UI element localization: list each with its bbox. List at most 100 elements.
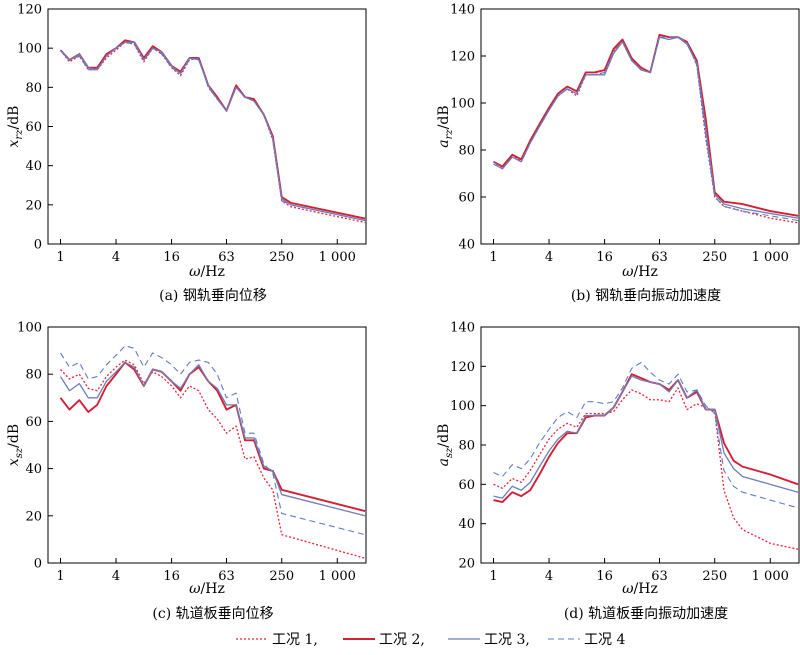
- data-point: [668, 401, 669, 402]
- data-point: [521, 161, 522, 162]
- data-point: [613, 411, 614, 412]
- y-axis-label: xsz/dB: [6, 424, 25, 466]
- series-line-4: [493, 361, 799, 509]
- data-point: [797, 484, 798, 485]
- data-point: [180, 374, 181, 375]
- data-point: [88, 388, 89, 389]
- data-point: [152, 352, 153, 353]
- data-point: [364, 222, 365, 223]
- data-point: [217, 388, 218, 389]
- panel-caption: (b) 钢轨垂向振动加速度: [571, 288, 721, 304]
- data-point: [631, 368, 632, 369]
- x-tick-label: 16: [596, 569, 613, 584]
- y-axis-label-unit: /dB: [436, 105, 452, 129]
- data-point: [539, 466, 540, 467]
- series-4: [60, 41, 366, 222]
- series-3: [59, 361, 366, 517]
- data-point: [60, 397, 61, 398]
- data-point: [733, 517, 734, 518]
- data-point: [208, 409, 209, 410]
- y-tick-label: 80: [458, 439, 475, 454]
- data-point: [797, 215, 798, 216]
- data-point: [723, 470, 724, 471]
- data-point: [723, 442, 724, 443]
- data-point: [770, 543, 771, 544]
- series-4: [493, 36, 799, 222]
- x-tick-label: 63: [218, 569, 235, 584]
- data-point: [677, 374, 678, 375]
- data-point: [696, 403, 697, 404]
- data-point: [60, 369, 61, 370]
- data-point: [235, 392, 236, 393]
- data-point: [622, 391, 623, 392]
- data-point: [69, 367, 70, 368]
- data-point: [106, 364, 107, 365]
- x-tick-label: 1: [56, 250, 64, 265]
- data-point: [594, 74, 595, 75]
- data-point: [530, 458, 531, 459]
- data-point: [585, 72, 586, 73]
- data-point: [502, 166, 503, 167]
- y-tick-label: 100: [450, 399, 475, 414]
- data-point: [668, 391, 669, 392]
- data-point: [742, 529, 743, 530]
- data-point: [512, 478, 513, 479]
- data-point: [723, 206, 724, 207]
- data-point: [143, 61, 144, 62]
- data-point: [198, 364, 199, 365]
- data-point: [124, 42, 125, 43]
- y-tick-label: 20: [458, 557, 475, 572]
- data-point: [171, 364, 172, 365]
- data-point: [124, 345, 125, 346]
- data-point: [512, 156, 513, 157]
- x-tick-label: 1: [56, 569, 64, 584]
- y-tick-label: 40: [25, 159, 42, 174]
- x-tick-label: 4: [112, 250, 120, 265]
- data-point: [263, 463, 264, 464]
- y-tick-label: 120: [450, 50, 475, 65]
- data-point: [521, 468, 522, 469]
- data-point: [742, 492, 743, 493]
- data-point: [659, 383, 660, 384]
- data-point: [217, 98, 218, 99]
- data-point: [143, 367, 144, 368]
- y-tick-label: 80: [458, 144, 475, 159]
- series-line-1: [493, 387, 799, 550]
- data-point: [770, 474, 771, 475]
- data-point: [161, 357, 162, 358]
- data-point: [115, 50, 116, 51]
- data-point: [686, 41, 687, 42]
- x-axis-label-main: ω: [189, 581, 201, 597]
- data-point: [208, 87, 209, 88]
- y-tick-label: 80: [25, 368, 42, 383]
- data-point: [641, 393, 642, 394]
- data-point: [281, 494, 282, 495]
- x-tick-label: 1: [489, 250, 497, 265]
- data-point: [244, 437, 245, 438]
- data-point: [253, 433, 254, 434]
- data-point: [88, 67, 89, 68]
- data-point: [604, 415, 605, 416]
- data-point: [668, 383, 669, 384]
- y-tick-label: 120: [450, 360, 475, 375]
- series-1: [59, 41, 366, 224]
- y-axis-label-main: a: [436, 458, 452, 466]
- data-point: [180, 73, 181, 74]
- data-point: [567, 86, 568, 87]
- x-axis-label: ω/Hz: [622, 264, 658, 280]
- series-line-4: [493, 36, 799, 222]
- x-tick-label: 16: [163, 250, 180, 265]
- data-point: [641, 380, 642, 381]
- data-point: [364, 534, 365, 535]
- series-line-1: [59, 41, 366, 224]
- data-point: [134, 364, 135, 365]
- data-point: [594, 401, 595, 402]
- data-point: [281, 198, 282, 199]
- data-point: [493, 484, 494, 485]
- data-point: [226, 110, 227, 111]
- data-point: [208, 381, 209, 382]
- data-point: [493, 164, 494, 165]
- data-point: [180, 75, 181, 76]
- data-point: [622, 39, 623, 40]
- y-tick-label: 80: [25, 81, 42, 96]
